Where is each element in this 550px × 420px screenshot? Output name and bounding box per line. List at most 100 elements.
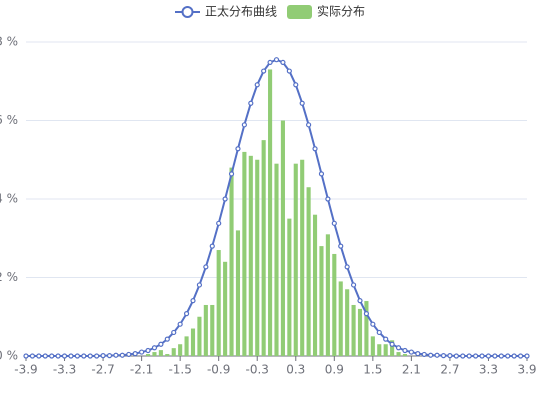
bar bbox=[178, 344, 183, 356]
legend-label: 正太分布曲线 bbox=[205, 4, 277, 19]
point bbox=[241, 122, 247, 128]
bar bbox=[396, 352, 401, 356]
bar bbox=[306, 187, 311, 356]
point bbox=[74, 353, 80, 359]
point bbox=[100, 353, 106, 359]
point bbox=[81, 353, 87, 359]
point bbox=[415, 351, 421, 357]
legend: 正太分布曲线 实际分布 bbox=[175, 4, 365, 19]
point bbox=[61, 353, 68, 359]
bar bbox=[235, 230, 241, 356]
point bbox=[235, 146, 241, 152]
point bbox=[190, 298, 196, 304]
y-tick-label: 2 % bbox=[0, 270, 18, 284]
point bbox=[312, 146, 318, 152]
bar bbox=[229, 167, 234, 356]
point bbox=[55, 353, 61, 359]
point bbox=[338, 243, 344, 249]
point bbox=[171, 329, 177, 336]
point bbox=[473, 353, 479, 359]
point bbox=[395, 345, 402, 351]
x-tick-label: 1.5 bbox=[363, 363, 382, 377]
point bbox=[280, 59, 286, 66]
x-tick-label: -0.3 bbox=[246, 363, 269, 377]
point bbox=[222, 196, 228, 202]
bar bbox=[364, 301, 369, 356]
point bbox=[68, 353, 74, 359]
point bbox=[248, 100, 254, 106]
x-tick-label: -2.1 bbox=[130, 363, 153, 377]
bar bbox=[197, 316, 202, 356]
point bbox=[511, 353, 517, 359]
point bbox=[203, 264, 209, 270]
point bbox=[331, 220, 337, 226]
y-tick-label: 8 % bbox=[0, 35, 18, 49]
bar bbox=[165, 354, 170, 356]
point bbox=[344, 264, 350, 270]
point bbox=[306, 122, 312, 128]
bar bbox=[210, 304, 215, 356]
point bbox=[209, 243, 215, 249]
point bbox=[183, 311, 190, 317]
point bbox=[408, 349, 414, 355]
y-tick-label: 0 % bbox=[0, 349, 18, 363]
legend-icon bbox=[181, 6, 194, 18]
bar bbox=[370, 336, 375, 356]
point bbox=[87, 353, 93, 359]
point bbox=[177, 321, 183, 327]
point bbox=[389, 341, 395, 347]
point bbox=[106, 353, 113, 359]
bar bbox=[377, 344, 382, 356]
x-tick-label: -3.9 bbox=[14, 363, 37, 377]
point bbox=[267, 59, 273, 66]
bar bbox=[402, 354, 408, 356]
bar bbox=[152, 352, 157, 356]
point bbox=[370, 321, 376, 327]
point bbox=[383, 336, 389, 342]
point bbox=[299, 100, 305, 106]
bar bbox=[248, 155, 253, 356]
point bbox=[376, 329, 382, 336]
point bbox=[119, 352, 125, 358]
point bbox=[23, 353, 29, 359]
bar bbox=[184, 336, 189, 356]
bar bbox=[312, 214, 318, 356]
bar bbox=[261, 140, 266, 356]
point bbox=[49, 353, 55, 359]
point bbox=[318, 171, 325, 177]
bar bbox=[203, 304, 208, 356]
bar bbox=[383, 344, 388, 356]
point bbox=[216, 220, 222, 226]
y-tick-label: 6 % bbox=[0, 113, 18, 127]
point bbox=[132, 351, 138, 357]
point bbox=[434, 352, 440, 358]
x-tick-label: -0.9 bbox=[207, 363, 230, 377]
point bbox=[196, 282, 203, 288]
point bbox=[363, 311, 370, 317]
point bbox=[228, 171, 235, 177]
point bbox=[421, 351, 427, 358]
bar bbox=[338, 281, 343, 356]
bar bbox=[255, 159, 260, 356]
point bbox=[447, 353, 453, 359]
bar bbox=[158, 350, 163, 356]
point bbox=[402, 347, 408, 354]
point bbox=[126, 351, 132, 358]
bar bbox=[287, 218, 292, 356]
x-tick-label: -3.3 bbox=[53, 363, 76, 377]
point bbox=[485, 353, 492, 359]
point bbox=[453, 353, 459, 359]
x-tick-label: 0.3 bbox=[286, 363, 305, 377]
point bbox=[36, 353, 42, 359]
point bbox=[460, 353, 466, 359]
bar bbox=[319, 246, 324, 356]
bar bbox=[171, 348, 176, 356]
point bbox=[428, 352, 434, 358]
y-tick-label: 4 % bbox=[0, 192, 18, 206]
point bbox=[273, 57, 280, 63]
point bbox=[94, 353, 100, 359]
point bbox=[286, 68, 292, 74]
point bbox=[357, 298, 363, 304]
point bbox=[498, 353, 504, 359]
